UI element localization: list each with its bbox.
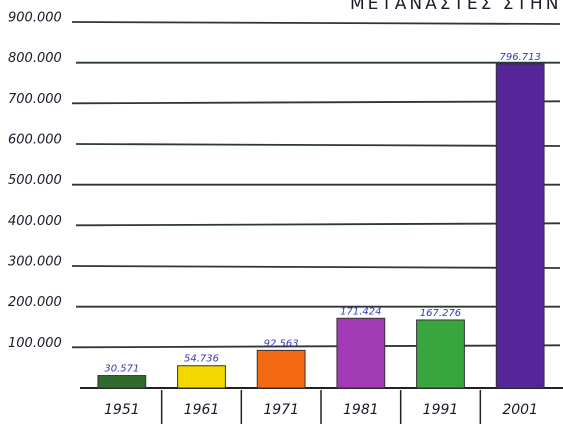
y-tick-label: 100.000	[8, 336, 62, 351]
value-label: 30.571	[104, 364, 139, 375]
grid-line	[75, 222, 561, 227]
y-tick-label: 300.000	[8, 255, 62, 270]
grid-line	[71, 21, 561, 25]
y-tick-label: 500.000	[8, 173, 62, 188]
grid-line	[75, 143, 561, 147]
grid-line	[71, 100, 561, 105]
value-label: 171.424	[340, 306, 381, 317]
value-label: 92.563	[264, 338, 299, 349]
grid-line	[71, 265, 561, 269]
x-tick-label: 2001	[502, 402, 538, 418]
x-tick-label: 1961	[184, 402, 220, 418]
value-label: 54.736	[184, 354, 219, 365]
bar	[336, 317, 386, 389]
x-tick-label: 1951	[104, 402, 140, 418]
y-tick-label: 200.000	[8, 295, 62, 310]
value-label: 796.713	[499, 52, 540, 63]
grid-line	[71, 344, 561, 349]
y-tick-label: 700.000	[8, 92, 62, 107]
x-tick-label: 1971	[263, 402, 299, 418]
y-tick-label: 800.000	[8, 51, 62, 66]
y-tick-label: 400.000	[8, 214, 62, 229]
bar	[495, 63, 545, 389]
bar	[416, 319, 465, 389]
x-tick-label: 1991	[423, 402, 459, 418]
x-tick-label: 1981	[343, 402, 379, 418]
bar	[256, 349, 306, 389]
bar	[177, 365, 226, 389]
chart-title: ΜΕΤΑΝΑΣΤΕΣ ΣΤΗΝ ΕΛΛΑΔΑ	[350, 0, 563, 14]
value-label: 167.276	[420, 308, 461, 319]
y-tick-label: 900.000	[8, 11, 62, 26]
y-tick-label: 600.000	[8, 133, 62, 148]
bar	[97, 375, 147, 389]
